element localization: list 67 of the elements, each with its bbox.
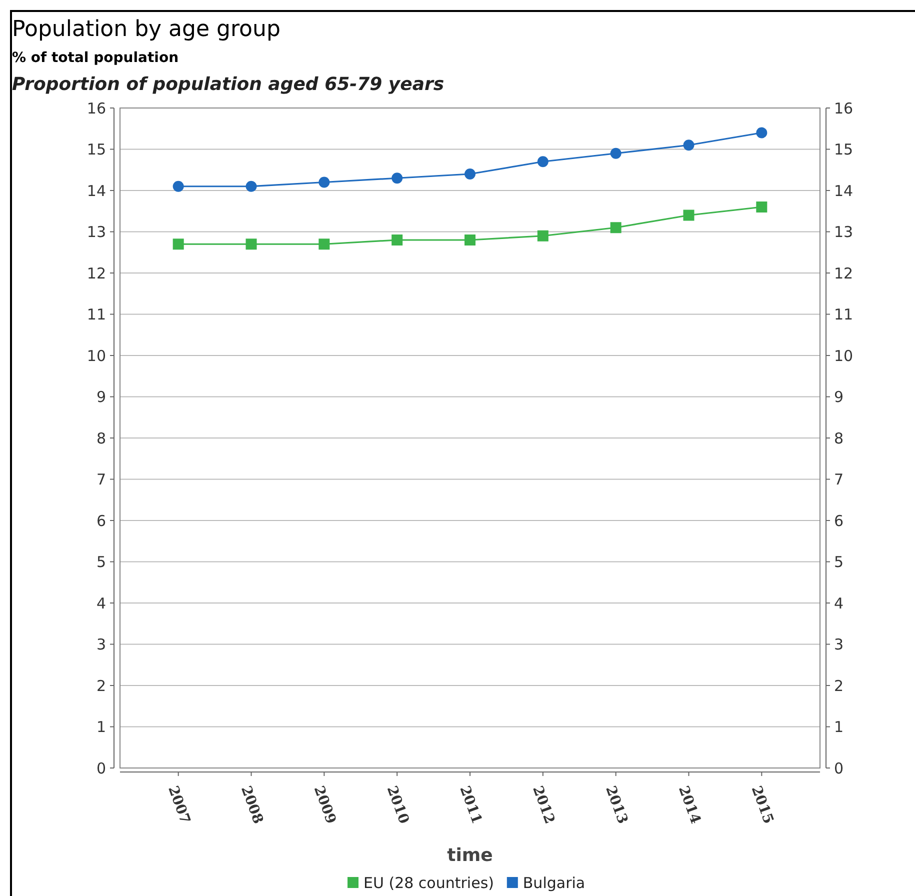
y2-tick-label: 1 bbox=[834, 718, 844, 736]
point bbox=[683, 140, 694, 151]
y-tick-label: 16 bbox=[86, 99, 106, 118]
x-tick-label: 2012 bbox=[529, 784, 558, 826]
y2-tick-label: 10 bbox=[834, 346, 854, 365]
text: Proportion of population aged 65-79 years bbox=[12, 74, 444, 95]
y-tick-label: 3 bbox=[96, 636, 106, 654]
y-tick-label: 0 bbox=[96, 759, 106, 778]
y2-tick-label: 3 bbox=[834, 636, 844, 654]
point bbox=[464, 168, 476, 180]
y2-tick-label: 15 bbox=[834, 140, 854, 158]
y-tick-label: 14 bbox=[86, 182, 106, 200]
point bbox=[610, 222, 622, 234]
x-tick-label: 2007 bbox=[164, 784, 193, 826]
y-tick-label: 8 bbox=[96, 429, 106, 448]
x-tick-label: 2014 bbox=[674, 784, 704, 826]
point bbox=[172, 238, 184, 250]
y2-tick-label: 12 bbox=[834, 264, 854, 282]
x-tick-label: 2008 bbox=[237, 784, 266, 826]
y-tick-label: 5 bbox=[96, 553, 106, 571]
y-tick-label: 4 bbox=[96, 594, 106, 612]
y-tick-label: 15 bbox=[86, 140, 106, 158]
x-tick-label: 2010 bbox=[383, 784, 412, 826]
point bbox=[756, 202, 768, 212]
chart-title: Population by age group bbox=[12, 17, 280, 42]
y-tick-label: 6 bbox=[96, 512, 106, 530]
point bbox=[318, 176, 330, 188]
y2-tick-label: 6 bbox=[834, 512, 844, 530]
point bbox=[392, 172, 403, 184]
y-tick-label: 12 bbox=[86, 264, 106, 282]
x-tick-label: 2013 bbox=[602, 784, 630, 826]
y-tick-label: 10 bbox=[86, 346, 106, 365]
y2-tick-label: 14 bbox=[834, 182, 854, 200]
y-tick-label: 9 bbox=[96, 388, 106, 406]
x-tick-label: 2015 bbox=[748, 784, 776, 826]
y-tick-label: 7 bbox=[96, 470, 106, 488]
y2-tick-label: 11 bbox=[834, 306, 854, 324]
point bbox=[756, 127, 768, 138]
y-tick-label: 13 bbox=[86, 223, 106, 241]
point bbox=[683, 210, 694, 221]
y2-tick-label: 4 bbox=[834, 594, 844, 612]
point bbox=[246, 180, 257, 192]
legend-label: Bulgaria bbox=[522, 874, 586, 892]
y-tick-label: 1 bbox=[96, 718, 106, 736]
y-tick-label: 2 bbox=[96, 676, 106, 695]
y2-tick-label: 0 bbox=[834, 759, 844, 778]
legend-label: EU (28 countries) bbox=[364, 874, 494, 892]
y2-tick-label: 9 bbox=[834, 388, 844, 406]
point bbox=[172, 180, 184, 192]
point bbox=[537, 230, 548, 242]
y2-tick-label: 8 bbox=[834, 429, 844, 448]
y2-tick-label: 2 bbox=[834, 676, 844, 695]
point bbox=[610, 148, 622, 159]
point bbox=[537, 156, 548, 168]
y-tick-label: 11 bbox=[86, 306, 106, 324]
point bbox=[246, 238, 257, 250]
point bbox=[392, 234, 403, 246]
x-tick-label: 2011 bbox=[456, 784, 485, 826]
x-axis-title: time bbox=[447, 845, 493, 866]
y2-tick-label: 7 bbox=[834, 470, 844, 488]
point bbox=[318, 238, 330, 250]
y2-tick-label: 16 bbox=[834, 99, 854, 118]
chart-subtitle: % of total population bbox=[12, 50, 179, 66]
y2-tick-label: 5 bbox=[834, 553, 844, 571]
y2-tick-label: 13 bbox=[834, 223, 854, 241]
x-tick-label: 2009 bbox=[310, 784, 339, 826]
point bbox=[464, 234, 476, 246]
